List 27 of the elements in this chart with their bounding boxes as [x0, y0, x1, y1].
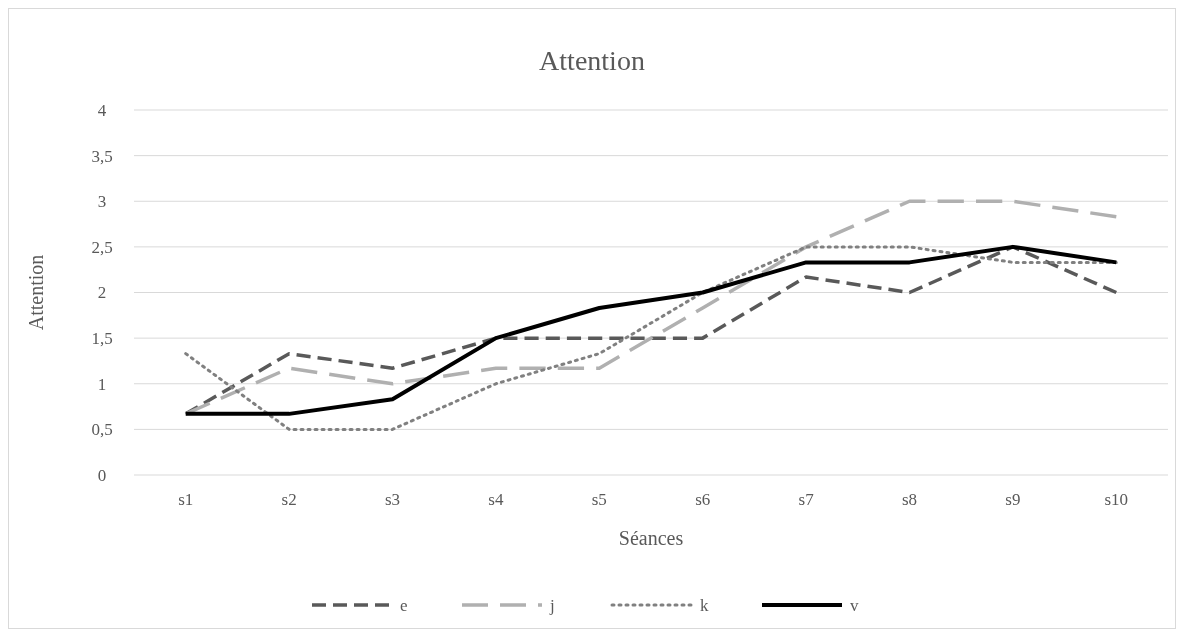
x-tick-label: s4	[488, 490, 504, 509]
x-tick-label: s7	[798, 490, 815, 509]
y-tick-label: 3,5	[91, 146, 113, 166]
legend-label: e	[400, 595, 408, 615]
y-tick-label: 0,5	[91, 420, 113, 440]
x-tick-label: s1	[178, 490, 194, 509]
legend-label: j	[549, 595, 555, 615]
legend-label: k	[700, 595, 709, 615]
legend-label: v	[850, 595, 859, 615]
y-tick-label: 3	[97, 192, 107, 212]
y-tick-label: 1	[97, 374, 107, 394]
x-axis-title: Séances	[618, 527, 684, 549]
x-tick-label: s6	[695, 490, 711, 509]
y-axis-title: Attention	[25, 254, 47, 331]
y-tick-label: 2,5	[91, 237, 113, 257]
x-tick-label: s9	[1005, 490, 1021, 509]
x-tick-label: s5	[591, 490, 607, 509]
y-tick-label: 1,5	[91, 329, 113, 349]
x-tick-label: s2	[281, 490, 297, 509]
line-series	[183, 199, 1119, 416]
y-tick-label: 2	[97, 283, 107, 303]
x-tick-label: s3	[384, 490, 401, 509]
x-tick-label: s10	[1104, 490, 1129, 509]
x-tick-label: s8	[901, 490, 918, 509]
y-tick-label: 0	[97, 465, 107, 485]
y-tick-label: 4	[97, 100, 107, 120]
chart-title: Attention	[539, 45, 645, 76]
